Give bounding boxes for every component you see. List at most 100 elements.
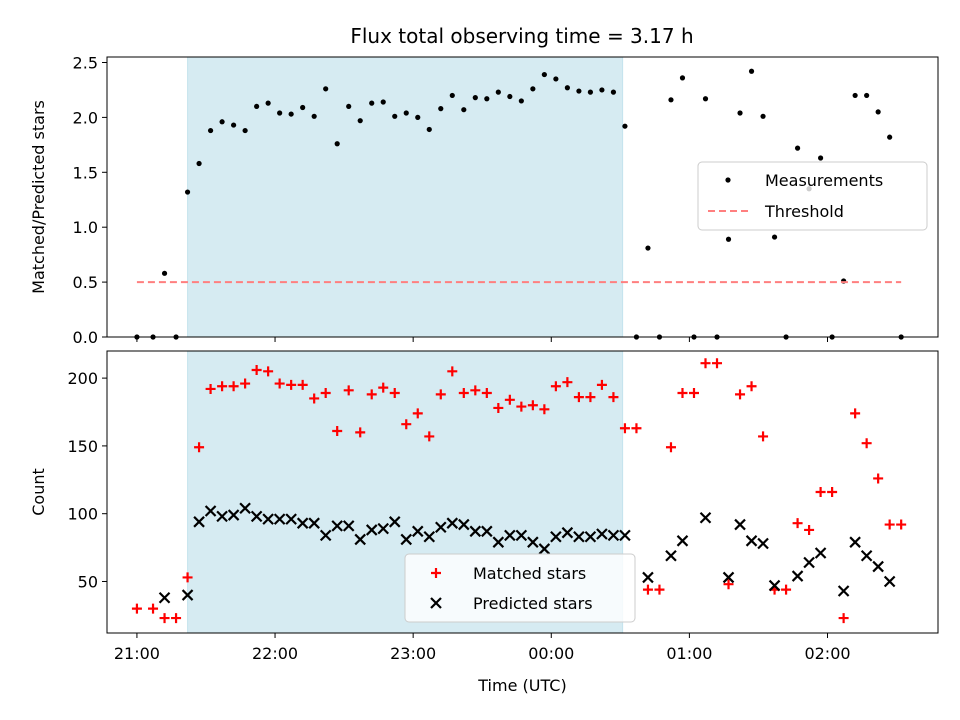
matched-star-point — [723, 579, 734, 590]
legend-matched-marker — [431, 568, 441, 578]
x-tick-label: 22:00 — [252, 644, 298, 663]
predicted-star-point — [504, 529, 516, 542]
matched-star-point — [366, 389, 377, 400]
matched-star-point — [516, 401, 527, 412]
predicted-star-point — [250, 510, 263, 523]
observing-span — [187, 56, 624, 338]
measurement-point — [231, 122, 237, 128]
measurement-point — [818, 155, 824, 161]
matched-star-point — [401, 419, 412, 430]
matched-star-point — [873, 473, 884, 484]
predicted-star-point — [584, 530, 597, 543]
measurement-point — [887, 134, 893, 140]
measurement-point — [725, 236, 732, 242]
measurement-point — [196, 160, 202, 167]
bottom-panel: 50 100 150 200 21:00 22:00 23:00 00:00 01:00 02:0… — [29, 350, 939, 695]
y-axis-label: Count — [29, 468, 48, 516]
matched-star-point — [274, 378, 285, 389]
predicted-star-point — [492, 536, 505, 548]
matched-star-point — [804, 524, 815, 535]
measurement-point — [737, 110, 743, 116]
predicted-star-point — [538, 543, 551, 555]
predicted-star-point — [158, 591, 171, 604]
predicted-star-point — [791, 570, 804, 582]
measurement-point — [219, 119, 225, 125]
matched-star-point — [263, 366, 274, 377]
predicted-star-point — [699, 511, 712, 524]
measurement-point — [760, 113, 766, 119]
measurement-point — [668, 97, 674, 103]
measurement-point — [495, 89, 501, 95]
matched-star-point — [850, 408, 861, 419]
matched-star-point — [861, 438, 872, 449]
matched-star-point — [585, 392, 596, 403]
measurement-point — [265, 100, 271, 106]
matched-star-point — [435, 389, 446, 400]
matched-star-point — [205, 383, 216, 394]
top-panel: 0.0 0.5 1.0 1.5 2.0 2.5 Matched/Predicted star… — [29, 53, 939, 347]
measurement-point — [507, 93, 513, 100]
predicted-star-point — [757, 537, 769, 550]
x-tick-label: 23:00 — [390, 644, 436, 663]
measurement-point — [346, 103, 352, 110]
predicted-star-point — [642, 571, 654, 584]
matched-star-point — [838, 613, 849, 624]
matched-star-point — [619, 423, 630, 434]
matched-star-point — [470, 385, 481, 396]
predicted-star-point — [860, 549, 873, 562]
measurement-point — [334, 141, 340, 147]
predicted-star-point — [446, 517, 459, 529]
matched-star-point — [251, 364, 262, 375]
y-tick-label: 2.0 — [73, 108, 98, 127]
predicted-star-point — [768, 579, 781, 592]
predicted-star-point — [837, 585, 850, 597]
measurement-point — [541, 71, 547, 78]
measurement-point — [645, 245, 651, 251]
measurement-point — [702, 96, 709, 102]
measurement-point — [622, 123, 628, 129]
matched-star-point — [389, 388, 400, 399]
predicted-star-point — [619, 529, 631, 542]
legend-measurements-marker — [725, 177, 731, 183]
matched-star-point — [550, 381, 561, 392]
matched-star-point — [562, 377, 573, 388]
matched-star-point — [297, 379, 308, 390]
x-tick-label: 02:00 — [804, 644, 850, 663]
y-axis-label: Matched/Predicted stars — [29, 100, 48, 294]
y-tick-label: 1.5 — [73, 163, 98, 182]
predicted-star-point — [285, 513, 297, 525]
matched-star-point — [781, 584, 792, 595]
measurement-point — [530, 86, 536, 92]
predicted-star-point — [469, 525, 482, 538]
y-tick-label: 2.5 — [73, 53, 98, 72]
y-tick-label: 150 — [67, 437, 98, 456]
matched-star-point — [700, 358, 711, 369]
measurement-point — [599, 87, 605, 93]
measurement-point — [518, 98, 524, 104]
measurement-point — [311, 113, 317, 119]
predicted-star-point — [745, 535, 758, 547]
predicted-star-point — [227, 509, 240, 521]
matched-star-point — [182, 572, 193, 583]
legend-predicted-label: Predicted stars — [473, 594, 593, 613]
matched-star-point — [458, 388, 469, 399]
legend-measurements-label: Measurements — [765, 171, 883, 190]
measurement-point — [184, 189, 191, 195]
chart-title: Flux total observing time = 3.17 h — [350, 24, 693, 48]
predicted-star-point — [734, 518, 746, 531]
measurement-point — [564, 85, 570, 91]
matched-star-point — [355, 427, 366, 438]
predicted-star-point — [216, 510, 228, 523]
matched-star-point — [712, 358, 723, 369]
predicted-star-point — [803, 556, 815, 569]
predicted-star-point — [423, 530, 436, 543]
predicted-star-point — [607, 529, 620, 542]
predicted-star-point — [458, 518, 470, 531]
matched-star-point — [688, 388, 699, 399]
measurement-point — [553, 76, 559, 82]
y-tick-label: 200 — [67, 369, 98, 388]
predicted-star-point — [872, 560, 884, 573]
matched-star-point — [608, 392, 619, 403]
measurement-point — [484, 96, 490, 102]
